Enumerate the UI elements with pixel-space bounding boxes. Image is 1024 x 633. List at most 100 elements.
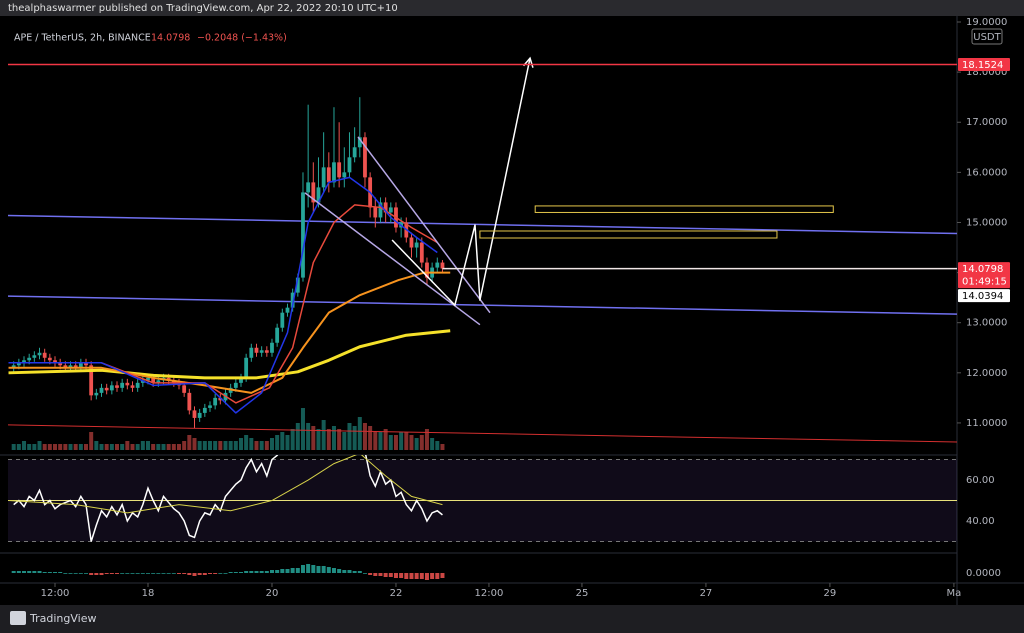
volume-bar bbox=[233, 441, 238, 450]
volume-bar bbox=[337, 429, 342, 450]
zone-box bbox=[479, 230, 778, 239]
macd-bar bbox=[192, 573, 197, 576]
volume-bar bbox=[47, 444, 52, 450]
macd-bar bbox=[399, 573, 404, 578]
macd-bar bbox=[362, 573, 367, 574]
macd-bar bbox=[32, 571, 37, 573]
rsi-line bbox=[13, 455, 443, 542]
candle-body bbox=[425, 262, 429, 278]
candle-body bbox=[11, 365, 16, 368]
candle-body bbox=[202, 407, 207, 413]
macd-bar bbox=[161, 573, 166, 574]
macd-bar bbox=[275, 570, 280, 573]
candle-body bbox=[290, 292, 295, 308]
price-change: −0.2048 (−1.43%) bbox=[197, 33, 287, 44]
volume-bar bbox=[388, 435, 393, 450]
volume-bar bbox=[254, 441, 259, 450]
volume-bar bbox=[22, 441, 27, 450]
candle-body bbox=[182, 385, 187, 393]
macd-bar bbox=[378, 573, 383, 576]
y-tick-label: 17.0000 bbox=[966, 117, 1007, 128]
volume-bar bbox=[218, 441, 223, 450]
macd-bar bbox=[58, 572, 63, 573]
rsi-ma bbox=[8, 455, 443, 514]
macd-bar bbox=[331, 568, 336, 573]
candle-body bbox=[89, 365, 94, 396]
brand-logo bbox=[10, 611, 26, 625]
candle-body bbox=[270, 342, 274, 353]
macd-bar bbox=[254, 571, 259, 573]
macd-bar bbox=[424, 573, 429, 580]
volume-bar bbox=[264, 441, 269, 450]
volume-bar bbox=[228, 441, 233, 450]
y-tick-label: 16.0000 bbox=[966, 167, 1007, 178]
macd-bar bbox=[321, 566, 326, 573]
volume-bar bbox=[63, 444, 68, 450]
volume-bar bbox=[104, 444, 109, 450]
volume-bar bbox=[73, 444, 78, 450]
macd-bar bbox=[140, 573, 145, 574]
candle-body bbox=[42, 352, 47, 358]
projection-arrow bbox=[391, 57, 531, 306]
macd-bar bbox=[342, 570, 347, 573]
volume-bar bbox=[249, 438, 254, 450]
macd-bar bbox=[404, 573, 409, 579]
macd-bar bbox=[388, 573, 393, 577]
volume-bar bbox=[166, 444, 171, 450]
macd-bar bbox=[316, 566, 321, 573]
volume-bar bbox=[285, 435, 290, 450]
candle-body bbox=[233, 382, 238, 388]
macd-bar bbox=[357, 571, 362, 573]
candle-body bbox=[383, 202, 388, 213]
macd-bar bbox=[115, 573, 120, 574]
macd-bar bbox=[300, 565, 305, 573]
y-tick-label: 12.0000 bbox=[966, 368, 1007, 379]
volume-bar bbox=[331, 426, 336, 450]
candle-body bbox=[440, 262, 445, 269]
volume-bar bbox=[37, 441, 42, 450]
volume-bar bbox=[300, 408, 305, 450]
volume-bar bbox=[404, 432, 409, 450]
rsi-tick-label: 40.00 bbox=[966, 516, 995, 527]
macd-bar bbox=[89, 573, 94, 575]
volume-bar bbox=[32, 444, 37, 450]
volume-bar bbox=[414, 438, 419, 450]
macd-bar bbox=[373, 573, 378, 576]
macd-bar bbox=[435, 573, 440, 579]
macd-bar bbox=[125, 573, 130, 574]
volume-bar bbox=[109, 444, 114, 450]
candle-body bbox=[280, 312, 285, 328]
candle-body bbox=[78, 362, 83, 368]
candle-body bbox=[109, 385, 114, 391]
macd-bar bbox=[295, 568, 300, 573]
countdown: 01:49:15 bbox=[962, 277, 1007, 288]
brand: TradingView bbox=[29, 612, 96, 625]
volume-bar bbox=[223, 441, 228, 450]
candle-body bbox=[254, 347, 259, 353]
x-tick-label: 29 bbox=[824, 588, 837, 599]
unit-label: USDT bbox=[973, 32, 1001, 43]
volume-bar bbox=[84, 444, 89, 450]
volume-bar bbox=[383, 429, 388, 450]
candle-body bbox=[249, 347, 254, 358]
macd-bar bbox=[347, 570, 352, 573]
volume-bar bbox=[171, 444, 176, 450]
macd-bar bbox=[440, 573, 445, 578]
x-tick-label: 18 bbox=[142, 588, 155, 599]
candle-body bbox=[104, 387, 109, 391]
candle-body bbox=[419, 242, 424, 263]
macd-bar bbox=[202, 573, 207, 575]
symbol: APE / TetherUS, 2h, BINANCE bbox=[14, 33, 151, 44]
trend-line bbox=[8, 271, 451, 394]
y-tick-label: 13.0000 bbox=[966, 318, 1007, 329]
candle-body bbox=[58, 362, 63, 366]
volume-bar bbox=[145, 441, 150, 450]
candle-body bbox=[187, 392, 192, 411]
volume-bar bbox=[151, 444, 156, 450]
macd-bar bbox=[238, 572, 243, 573]
volume-bar bbox=[161, 444, 166, 450]
volume-bar bbox=[197, 441, 202, 450]
volume-bar bbox=[280, 432, 285, 450]
